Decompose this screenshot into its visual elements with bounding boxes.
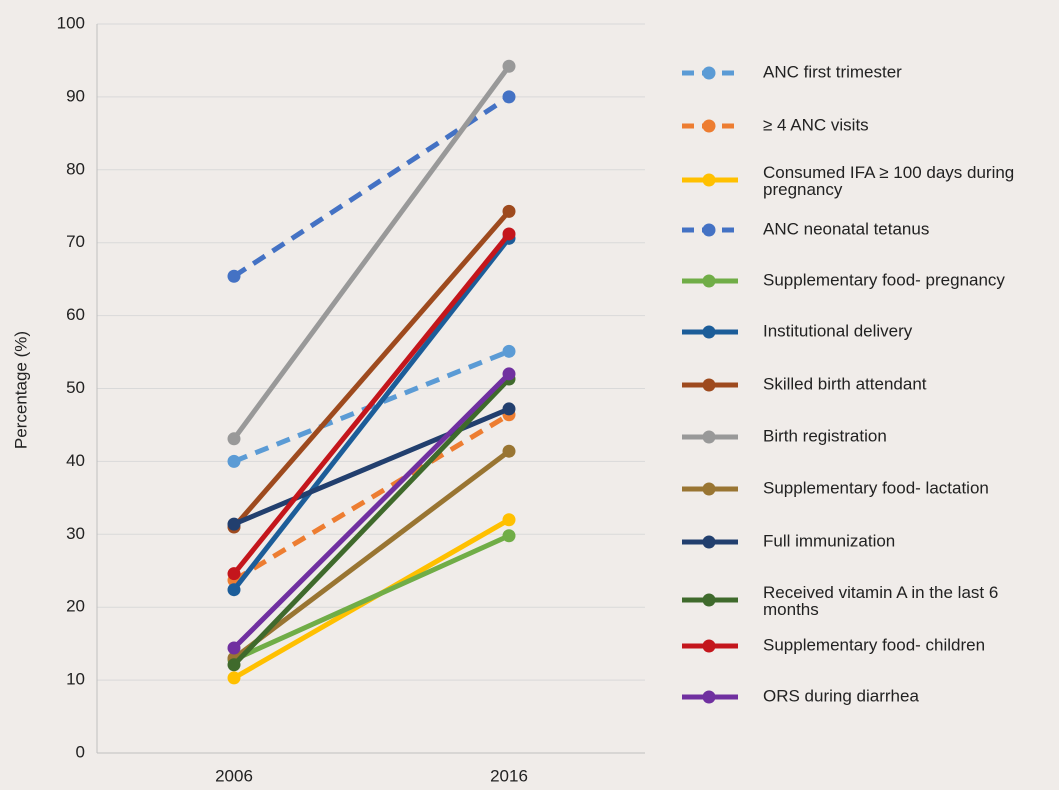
legend-marker [702, 593, 716, 607]
legend-label: ANC neonatal tetanus [763, 219, 929, 238]
series-line [233, 406, 510, 527]
y-tick-label: 50 [66, 378, 85, 397]
point [227, 454, 241, 468]
point [502, 529, 516, 543]
legend-label: ≥ 4 ANC visits [763, 115, 869, 134]
point [227, 583, 241, 597]
point [227, 432, 241, 446]
point [502, 402, 516, 416]
legend-label: Received vitamin A in the last 6 months [763, 583, 998, 619]
legend-marker [702, 325, 716, 339]
y-tick-label: 60 [66, 305, 85, 324]
point [227, 658, 241, 672]
y-axis-label: Percentage (%) [11, 331, 30, 449]
legend-label: ANC first trimester [763, 62, 902, 81]
legend-marker [702, 535, 716, 549]
legend-label: Supplementary food- lactation [763, 478, 989, 497]
legend-marker [702, 639, 716, 653]
legend-marker [702, 173, 716, 187]
x-tick-label: 2016 [490, 766, 528, 785]
series-line [232, 533, 511, 662]
point [227, 567, 241, 581]
point [502, 513, 516, 527]
point [227, 671, 241, 685]
series-line [232, 372, 511, 650]
series-line [232, 412, 511, 583]
point [502, 344, 516, 358]
series-line [232, 209, 511, 529]
y-tick-label: 20 [66, 597, 85, 616]
point [502, 90, 516, 104]
series-line [232, 236, 511, 592]
y-tick-label: 10 [66, 670, 85, 689]
point [502, 444, 516, 458]
legend-marker [702, 119, 716, 133]
legend-label: Supplementary food- pregnancy [763, 270, 1005, 289]
point [502, 59, 516, 73]
series-line [231, 64, 512, 441]
point [502, 227, 516, 241]
point [227, 641, 241, 655]
y-tick-label: 100 [57, 13, 85, 32]
legend-label: ORS during diarrhea [763, 686, 919, 705]
y-tick-label: 40 [66, 451, 85, 470]
x-tick-label: 2006 [215, 766, 253, 785]
legend-label: Birth registration [763, 426, 887, 445]
point [227, 517, 241, 531]
legend-label: Consumed IFA ≥ 100 days during pregnancy [763, 163, 1014, 199]
legend-label: Supplementary food- children [763, 635, 985, 654]
legend-marker [702, 690, 716, 704]
series-line [232, 449, 511, 661]
legend-marker [702, 66, 716, 80]
series-line [232, 94, 511, 279]
legend-marker [702, 430, 716, 444]
legend-label: Full immunization [763, 531, 895, 550]
series-line [232, 232, 511, 576]
legend-marker [702, 378, 716, 392]
point [227, 269, 241, 283]
y-tick-label: 90 [66, 86, 85, 105]
point [502, 204, 516, 218]
y-tick-label: 80 [66, 159, 85, 178]
y-tick-label: 30 [66, 524, 85, 543]
legend-marker [702, 223, 716, 237]
legend-marker [702, 274, 716, 288]
series-line [232, 377, 511, 667]
y-tick-label: 70 [66, 232, 85, 251]
point [502, 367, 516, 381]
legend-label: Institutional delivery [763, 321, 913, 340]
y-tick-label: 0 [76, 742, 85, 761]
legend-label: Skilled birth attendant [763, 374, 927, 393]
legend-marker [702, 482, 716, 496]
